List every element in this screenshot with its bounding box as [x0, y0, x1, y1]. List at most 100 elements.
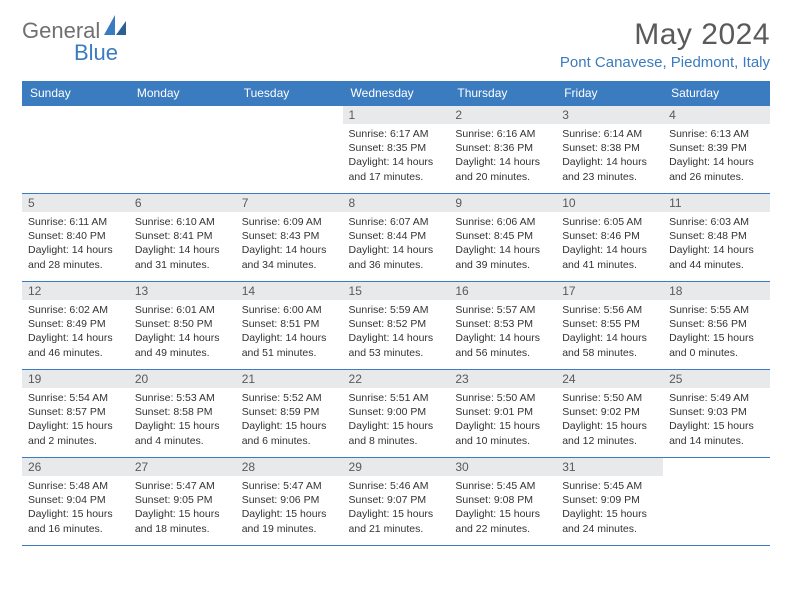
day-number: 24	[556, 370, 663, 388]
location: Pont Canavese, Piedmont, Italy	[560, 54, 770, 71]
cell-body: Sunrise: 6:13 AMSunset: 8:39 PMDaylight:…	[663, 124, 770, 186]
cell-body: Sunrise: 6:09 AMSunset: 8:43 PMDaylight:…	[236, 212, 343, 274]
header: General May 2024 Pont Canavese, Piedmont…	[22, 18, 770, 71]
day-number: 6	[129, 194, 236, 212]
day-header: Tuesday	[236, 81, 343, 106]
day-number: 14	[236, 282, 343, 300]
day-number: 1	[343, 106, 450, 124]
week-row: 26Sunrise: 5:48 AMSunset: 9:04 PMDayligh…	[22, 458, 770, 546]
calendar-cell: 12Sunrise: 6:02 AMSunset: 8:49 PMDayligh…	[22, 282, 129, 370]
calendar-table: SundayMondayTuesdayWednesdayThursdayFrid…	[22, 81, 770, 546]
calendar-cell	[663, 458, 770, 546]
calendar-cell: 18Sunrise: 5:55 AMSunset: 8:56 PMDayligh…	[663, 282, 770, 370]
cell-body: Sunrise: 5:47 AMSunset: 9:06 PMDaylight:…	[236, 476, 343, 538]
calendar-cell: 16Sunrise: 5:57 AMSunset: 8:53 PMDayligh…	[449, 282, 556, 370]
cell-body: Sunrise: 5:50 AMSunset: 9:01 PMDaylight:…	[449, 388, 556, 450]
cell-body: Sunrise: 6:00 AMSunset: 8:51 PMDaylight:…	[236, 300, 343, 362]
day-number: 12	[22, 282, 129, 300]
calendar-body: 1Sunrise: 6:17 AMSunset: 8:35 PMDaylight…	[22, 106, 770, 546]
day-header: Sunday	[22, 81, 129, 106]
day-header: Monday	[129, 81, 236, 106]
cell-body: Sunrise: 6:10 AMSunset: 8:41 PMDaylight:…	[129, 212, 236, 274]
calendar-cell: 15Sunrise: 5:59 AMSunset: 8:52 PMDayligh…	[343, 282, 450, 370]
cell-body: Sunrise: 5:47 AMSunset: 9:05 PMDaylight:…	[129, 476, 236, 538]
day-number: 21	[236, 370, 343, 388]
day-number: 29	[343, 458, 450, 476]
day-number: 10	[556, 194, 663, 212]
calendar-cell: 20Sunrise: 5:53 AMSunset: 8:58 PMDayligh…	[129, 370, 236, 458]
calendar-cell: 1Sunrise: 6:17 AMSunset: 8:35 PMDaylight…	[343, 106, 450, 194]
cell-body: Sunrise: 6:03 AMSunset: 8:48 PMDaylight:…	[663, 212, 770, 274]
calendar-cell: 28Sunrise: 5:47 AMSunset: 9:06 PMDayligh…	[236, 458, 343, 546]
day-number: 15	[343, 282, 450, 300]
calendar-cell: 13Sunrise: 6:01 AMSunset: 8:50 PMDayligh…	[129, 282, 236, 370]
day-number: 11	[663, 194, 770, 212]
day-number: 3	[556, 106, 663, 124]
calendar-cell: 21Sunrise: 5:52 AMSunset: 8:59 PMDayligh…	[236, 370, 343, 458]
week-row: 19Sunrise: 5:54 AMSunset: 8:57 PMDayligh…	[22, 370, 770, 458]
calendar-cell: 7Sunrise: 6:09 AMSunset: 8:43 PMDaylight…	[236, 194, 343, 282]
day-number: 22	[343, 370, 450, 388]
cell-body: Sunrise: 5:51 AMSunset: 9:00 PMDaylight:…	[343, 388, 450, 450]
week-row: 5Sunrise: 6:11 AMSunset: 8:40 PMDaylight…	[22, 194, 770, 282]
calendar-page: General May 2024 Pont Canavese, Piedmont…	[0, 0, 792, 556]
day-number: 7	[236, 194, 343, 212]
cell-body: Sunrise: 6:01 AMSunset: 8:50 PMDaylight:…	[129, 300, 236, 362]
cell-body: Sunrise: 6:14 AMSunset: 8:38 PMDaylight:…	[556, 124, 663, 186]
day-header: Wednesday	[343, 81, 450, 106]
day-number: 20	[129, 370, 236, 388]
cell-body: Sunrise: 5:49 AMSunset: 9:03 PMDaylight:…	[663, 388, 770, 450]
day-header: Saturday	[663, 81, 770, 106]
cell-body: Sunrise: 6:07 AMSunset: 8:44 PMDaylight:…	[343, 212, 450, 274]
day-number: 13	[129, 282, 236, 300]
calendar-cell: 5Sunrise: 6:11 AMSunset: 8:40 PMDaylight…	[22, 194, 129, 282]
calendar-cell: 27Sunrise: 5:47 AMSunset: 9:05 PMDayligh…	[129, 458, 236, 546]
cell-body: Sunrise: 6:05 AMSunset: 8:46 PMDaylight:…	[556, 212, 663, 274]
day-number: 16	[449, 282, 556, 300]
day-number: 9	[449, 194, 556, 212]
calendar-cell	[22, 106, 129, 194]
calendar-cell: 24Sunrise: 5:50 AMSunset: 9:02 PMDayligh…	[556, 370, 663, 458]
day-number: 27	[129, 458, 236, 476]
calendar-cell: 26Sunrise: 5:48 AMSunset: 9:04 PMDayligh…	[22, 458, 129, 546]
day-number: 23	[449, 370, 556, 388]
day-number: 31	[556, 458, 663, 476]
month-title: May 2024	[560, 18, 770, 52]
cell-body: Sunrise: 6:06 AMSunset: 8:45 PMDaylight:…	[449, 212, 556, 274]
logo-text-2: Blue	[74, 40, 118, 66]
day-number: 19	[22, 370, 129, 388]
cell-body: Sunrise: 5:45 AMSunset: 9:08 PMDaylight:…	[449, 476, 556, 538]
cell-body: Sunrise: 5:55 AMSunset: 8:56 PMDaylight:…	[663, 300, 770, 362]
cell-body: Sunrise: 5:48 AMSunset: 9:04 PMDaylight:…	[22, 476, 129, 538]
calendar-cell: 6Sunrise: 6:10 AMSunset: 8:41 PMDaylight…	[129, 194, 236, 282]
calendar-cell: 31Sunrise: 5:45 AMSunset: 9:09 PMDayligh…	[556, 458, 663, 546]
cell-body: Sunrise: 6:16 AMSunset: 8:36 PMDaylight:…	[449, 124, 556, 186]
calendar-cell: 19Sunrise: 5:54 AMSunset: 8:57 PMDayligh…	[22, 370, 129, 458]
calendar-cell: 11Sunrise: 6:03 AMSunset: 8:48 PMDayligh…	[663, 194, 770, 282]
cell-body: Sunrise: 5:52 AMSunset: 8:59 PMDaylight:…	[236, 388, 343, 450]
day-number: 30	[449, 458, 556, 476]
calendar-cell	[236, 106, 343, 194]
day-number: 17	[556, 282, 663, 300]
cell-body: Sunrise: 5:50 AMSunset: 9:02 PMDaylight:…	[556, 388, 663, 450]
day-number: 18	[663, 282, 770, 300]
calendar-cell: 22Sunrise: 5:51 AMSunset: 9:00 PMDayligh…	[343, 370, 450, 458]
day-number: 26	[22, 458, 129, 476]
day-header-row: SundayMondayTuesdayWednesdayThursdayFrid…	[22, 81, 770, 106]
calendar-cell: 30Sunrise: 5:45 AMSunset: 9:08 PMDayligh…	[449, 458, 556, 546]
week-row: 12Sunrise: 6:02 AMSunset: 8:49 PMDayligh…	[22, 282, 770, 370]
cell-body: Sunrise: 5:54 AMSunset: 8:57 PMDaylight:…	[22, 388, 129, 450]
calendar-cell: 25Sunrise: 5:49 AMSunset: 9:03 PMDayligh…	[663, 370, 770, 458]
cell-body: Sunrise: 6:02 AMSunset: 8:49 PMDaylight:…	[22, 300, 129, 362]
cell-body: Sunrise: 5:56 AMSunset: 8:55 PMDaylight:…	[556, 300, 663, 362]
day-number: 25	[663, 370, 770, 388]
day-number: 4	[663, 106, 770, 124]
cell-body: Sunrise: 5:53 AMSunset: 8:58 PMDaylight:…	[129, 388, 236, 450]
calendar-cell: 9Sunrise: 6:06 AMSunset: 8:45 PMDaylight…	[449, 194, 556, 282]
calendar-cell: 2Sunrise: 6:16 AMSunset: 8:36 PMDaylight…	[449, 106, 556, 194]
calendar-cell: 10Sunrise: 6:05 AMSunset: 8:46 PMDayligh…	[556, 194, 663, 282]
cell-body: Sunrise: 5:59 AMSunset: 8:52 PMDaylight:…	[343, 300, 450, 362]
cell-body: Sunrise: 5:45 AMSunset: 9:09 PMDaylight:…	[556, 476, 663, 538]
calendar-cell: 14Sunrise: 6:00 AMSunset: 8:51 PMDayligh…	[236, 282, 343, 370]
day-number: 8	[343, 194, 450, 212]
